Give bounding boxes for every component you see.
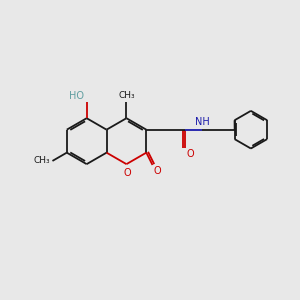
Text: O: O	[186, 149, 194, 159]
Text: HO: HO	[69, 91, 84, 101]
Text: NH: NH	[195, 117, 210, 127]
Text: CH₃: CH₃	[118, 91, 135, 100]
Text: CH₃: CH₃	[34, 156, 50, 165]
Text: O: O	[154, 167, 162, 176]
Text: O: O	[123, 168, 131, 178]
